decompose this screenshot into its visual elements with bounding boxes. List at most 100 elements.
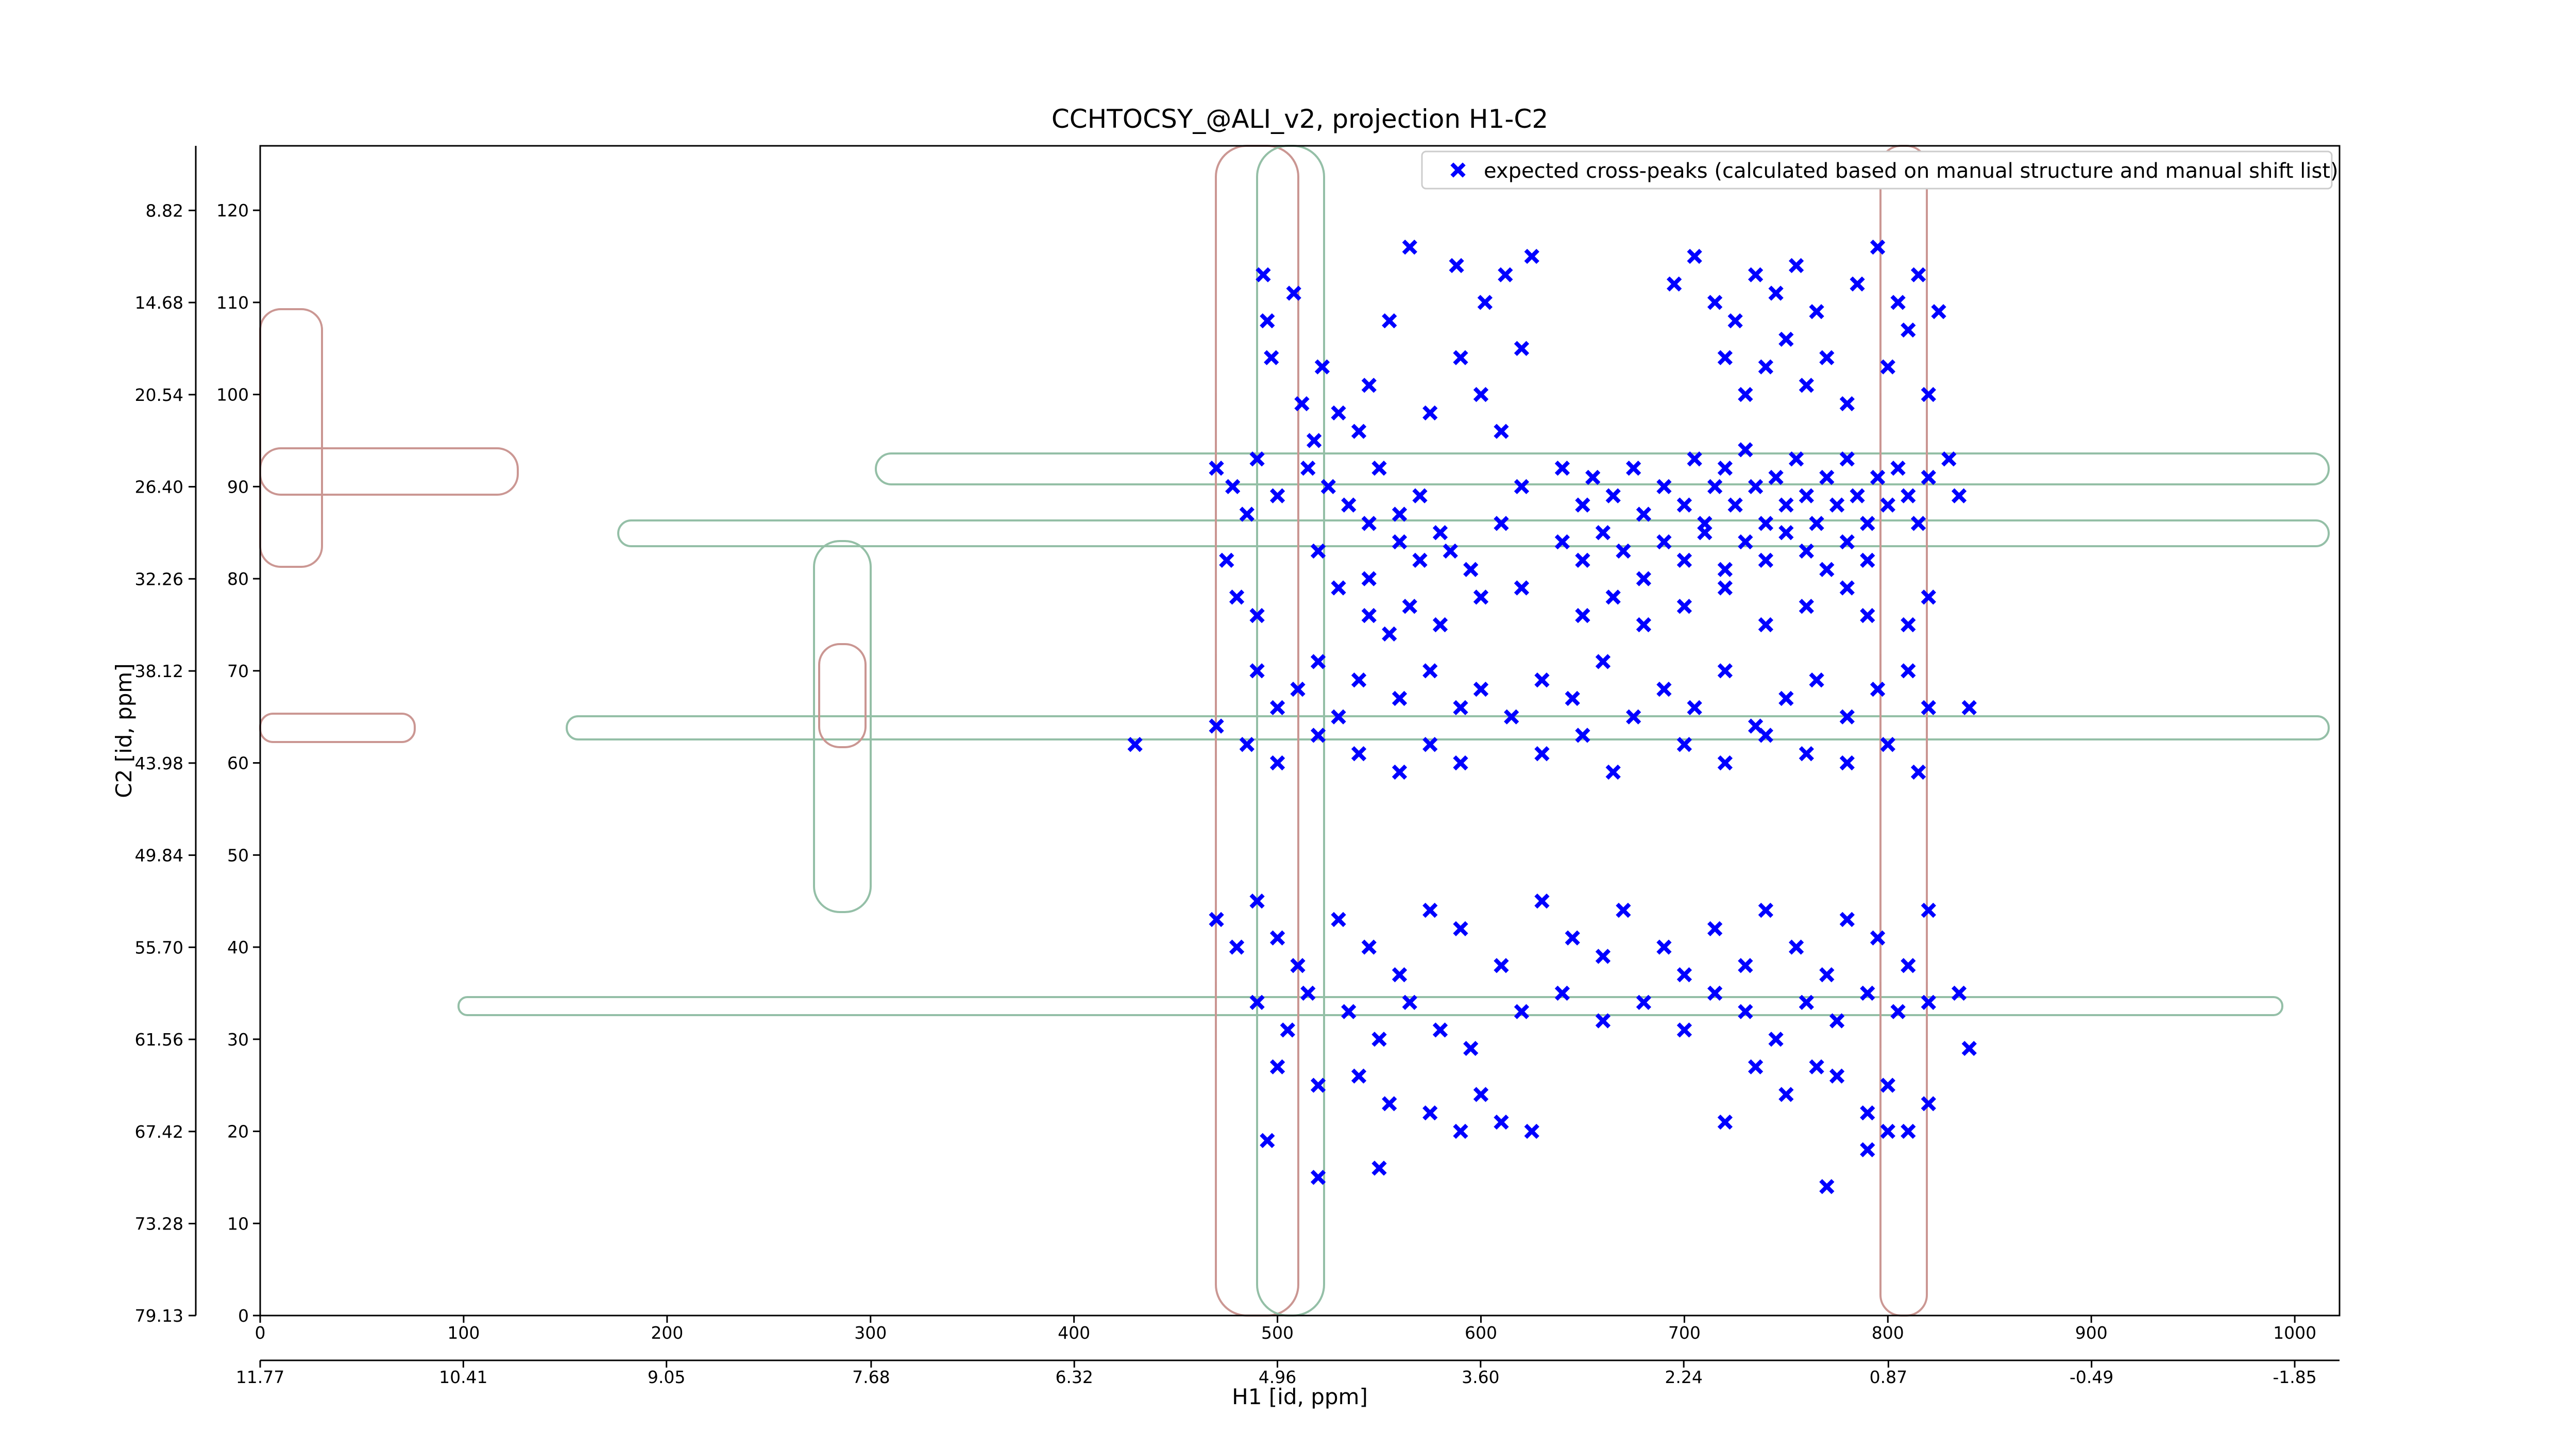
cross-peak <box>1412 488 1428 503</box>
x2-tick-label: 2.24 <box>1665 1367 1702 1387</box>
cross-peak <box>1676 737 1692 752</box>
cross-peak <box>1310 1077 1326 1093</box>
x-tick-label: 0 <box>255 1323 266 1343</box>
cross-peak <box>1514 1004 1530 1019</box>
cross-peak <box>1839 534 1855 550</box>
cross-peak <box>1656 534 1672 550</box>
cross-peak <box>1331 912 1346 928</box>
cross-peak <box>1707 479 1723 494</box>
cross-peak <box>1392 764 1408 780</box>
y2-tick-label: 26.40 <box>135 477 183 497</box>
cross-peak <box>1778 690 1794 706</box>
x-tick-label: 100 <box>447 1323 480 1343</box>
cross-peak <box>1819 967 1835 983</box>
y-tick-label: 40 <box>227 937 249 957</box>
y-tick-label: 100 <box>216 385 249 405</box>
cross-peak <box>1280 1022 1295 1038</box>
cross-peak <box>1860 608 1875 624</box>
cross-peak <box>1941 451 1957 467</box>
cross-peak <box>1524 1123 1539 1139</box>
cross-peak <box>1707 295 1723 310</box>
y2-tick-label: 32.26 <box>135 569 183 589</box>
cross-peak <box>1264 350 1279 365</box>
cross-peak <box>1371 1160 1387 1176</box>
cross-peak <box>1870 930 1886 946</box>
cross-peak <box>1748 718 1764 734</box>
cross-peak <box>1260 313 1275 329</box>
cross-peak <box>1839 451 1855 467</box>
cross-peak <box>1422 1105 1438 1121</box>
cross-peak <box>1626 709 1641 724</box>
cross-peak <box>1829 1068 1845 1084</box>
y-tick-label: 20 <box>227 1122 249 1142</box>
cross-peak <box>1748 267 1764 282</box>
y-tick-label: 60 <box>227 753 249 773</box>
cross-peak <box>1449 258 1464 274</box>
cross-peak <box>1477 295 1493 310</box>
cross-peak <box>1839 912 1855 928</box>
cross-peak <box>1392 967 1408 983</box>
cross-peak <box>1422 902 1438 918</box>
cross-peak <box>1361 571 1377 586</box>
chart-title: CCHTOCSY_@ALI_v2, projection H1-C2 <box>1052 104 1548 134</box>
cross-peak <box>1351 746 1367 762</box>
cross-peak <box>1310 728 1326 743</box>
cross-peak <box>1249 608 1265 624</box>
cross-peak <box>1463 562 1479 577</box>
cross-peak <box>1392 507 1408 522</box>
cross-peak <box>1320 479 1336 494</box>
cross-peak <box>1860 552 1875 568</box>
cross-peak <box>1901 488 1916 503</box>
cross-peak <box>1432 1022 1448 1038</box>
cross-peak <box>1534 894 1550 909</box>
cross-peak <box>1717 350 1733 365</box>
x2-tick-label: 4.96 <box>1259 1367 1296 1387</box>
cross-peak <box>1880 1077 1895 1093</box>
cross-peak <box>1850 488 1865 503</box>
y2-tick-label: 14.68 <box>135 293 183 313</box>
y2-tick-label: 61.56 <box>135 1030 183 1050</box>
cross-peak <box>1870 239 1886 255</box>
cross-peak <box>1402 599 1417 614</box>
cross-peak <box>1392 534 1408 550</box>
cross-peak <box>1961 1040 1977 1056</box>
cross-peak <box>1676 599 1692 614</box>
cross-peak <box>1453 755 1468 771</box>
cross-peak <box>1351 1068 1367 1084</box>
x-tick-label: 700 <box>1668 1323 1701 1343</box>
cross-peak <box>1921 386 1936 402</box>
cross-peak <box>1921 902 1936 918</box>
cross-peak <box>1799 543 1814 559</box>
cross-peak <box>1239 737 1255 752</box>
cross-peak <box>1656 939 1672 955</box>
cross-peak <box>1463 1040 1479 1056</box>
cross-peak <box>1290 958 1306 973</box>
cross-peak <box>1758 617 1774 633</box>
cross-peak <box>1890 295 1906 310</box>
cross-peak <box>1310 654 1326 669</box>
cross-peak <box>1534 672 1550 688</box>
x-axis-label: H1 [id, ppm] <box>1232 1384 1368 1409</box>
y2-tick-label: 73.28 <box>135 1214 183 1234</box>
cross-peak <box>1616 902 1631 918</box>
cross-peak <box>1392 690 1408 706</box>
x2-tick-label: 11.77 <box>236 1367 284 1387</box>
cross-peak <box>1860 1105 1875 1121</box>
cross-peak <box>1768 285 1784 301</box>
cross-peak <box>1717 580 1733 596</box>
cross-peak <box>1402 995 1417 1010</box>
cross-peak <box>1707 921 1723 936</box>
cross-peak <box>1127 737 1143 752</box>
cross-peak <box>1727 313 1743 329</box>
cross-peak <box>1636 507 1652 522</box>
cross-peak <box>1605 764 1621 780</box>
x-tick-label: 800 <box>1872 1323 1904 1343</box>
cross-peak <box>1473 1087 1489 1102</box>
cross-peak <box>1921 995 1936 1010</box>
cross-peak <box>1880 1123 1895 1139</box>
cross-peak <box>1249 894 1265 909</box>
cross-peak <box>1534 746 1550 762</box>
cross-peak <box>1361 939 1377 955</box>
cross-peak <box>1860 1142 1875 1157</box>
cross-peak <box>1901 322 1916 338</box>
